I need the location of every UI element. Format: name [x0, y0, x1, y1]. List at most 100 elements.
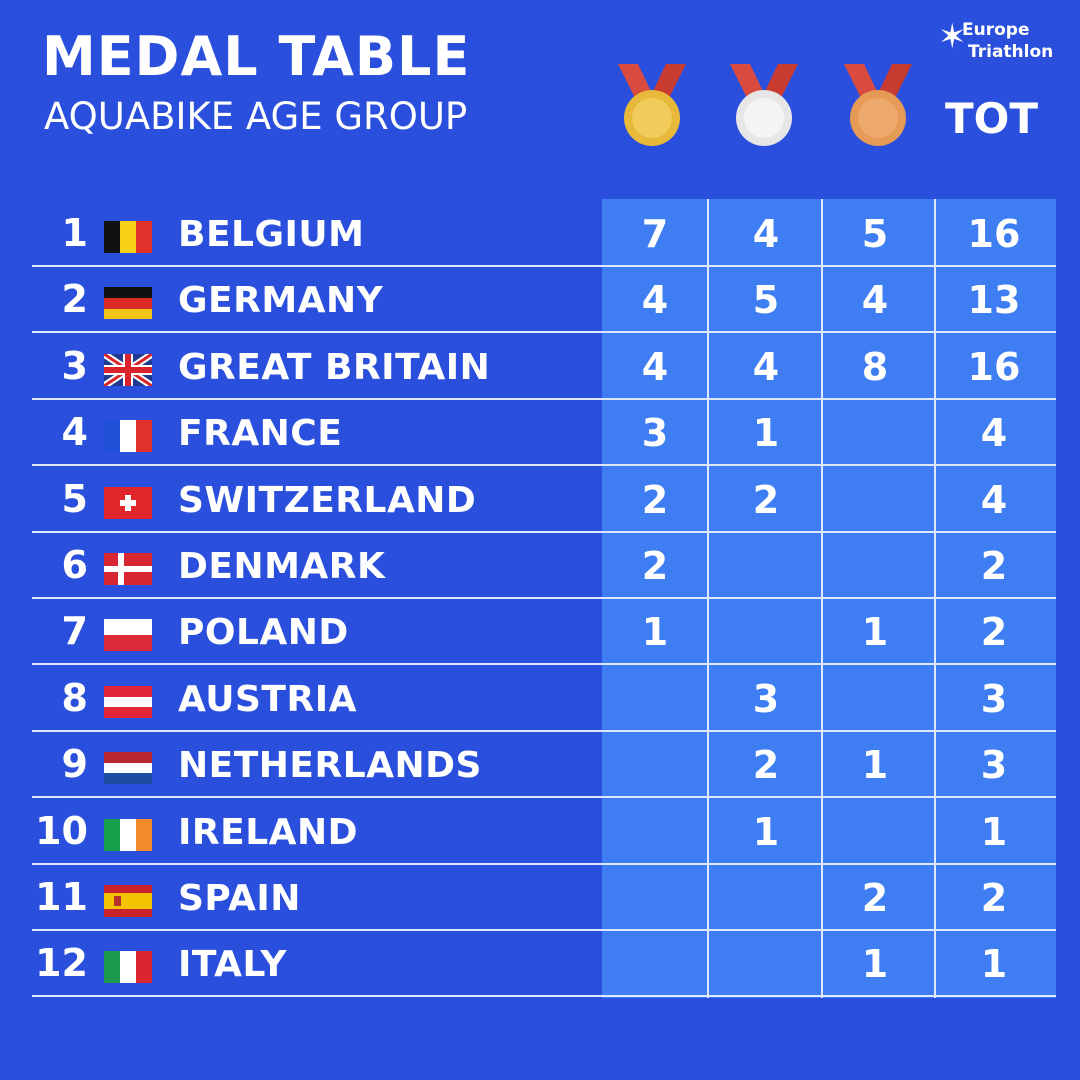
row-divider	[32, 929, 1056, 931]
page-subtitle: AQUABIKE AGE GROUP	[44, 95, 468, 138]
row-divider	[32, 663, 1056, 666]
country-name: POLAND	[178, 612, 349, 654]
silver-count: 2	[752, 477, 780, 522]
silver-count: 2	[752, 743, 780, 788]
total-count: 2	[980, 544, 1008, 588]
rank-number: 12	[35, 941, 88, 986]
rank-number: 9	[61, 742, 88, 787]
europe-triathlon-logo: ✶ Europe Triathlon	[938, 18, 1063, 70]
bronze-count: 8	[861, 344, 889, 389]
total-count: 16	[967, 212, 1021, 256]
table-row: 5 SWITZERLAND 2 2 4	[32, 467, 1056, 533]
silver-count: 5	[752, 278, 780, 323]
row-divider	[32, 729, 1056, 732]
row-divider	[32, 397, 1056, 400]
table-row: 8 AUSTRIA 3 3	[32, 666, 1056, 732]
bronze-count: 2	[861, 876, 889, 920]
table-row: 10 IRELAND 1 1	[32, 799, 1056, 865]
total-count: 1	[980, 809, 1008, 854]
row-divider	[32, 597, 1056, 599]
great-britain-flag-icon	[104, 353, 152, 386]
country-name: SPAIN	[178, 878, 301, 919]
table-row: 9 NETHERLANDS 2 1 3	[32, 732, 1056, 799]
gold-count: 4	[641, 344, 669, 389]
country-name: DENMARK	[178, 546, 386, 587]
row-divider	[32, 331, 1056, 334]
country-name: AUSTRIA	[178, 678, 357, 720]
total-count: 4	[980, 411, 1008, 456]
country-name: FRANCE	[178, 413, 343, 455]
denmark-flag-icon	[104, 553, 152, 585]
rank-number: 1	[61, 211, 88, 255]
logo-text-line2: Triathlon	[968, 42, 1054, 62]
total-count: 3	[980, 743, 1008, 788]
total-count: 1	[980, 942, 1008, 987]
gold-count: 4	[641, 278, 669, 323]
ireland-flag-icon	[104, 818, 152, 851]
poland-flag-icon	[104, 619, 152, 652]
silver-count: 4	[752, 212, 780, 256]
bronze-count: 5	[861, 212, 889, 256]
france-flag-icon	[104, 420, 152, 453]
table-row: 2 GERMANY 4 5 4 13	[32, 267, 1056, 334]
country-name: BELGIUM	[178, 214, 365, 255]
table-row: 4 FRANCE 3 1 4	[32, 400, 1056, 467]
column-divider	[934, 199, 936, 998]
netherlands-flag-icon	[104, 752, 152, 785]
row-divider	[32, 796, 1056, 799]
bronze-count: 1	[861, 942, 889, 987]
austria-flag-icon	[104, 685, 152, 718]
rank-number: 4	[61, 410, 88, 455]
country-name: ITALY	[178, 944, 287, 986]
column-divider	[821, 199, 823, 998]
page-title: MEDAL TABLE	[42, 25, 471, 88]
table-row: 1 BELGIUM 7 4 5 16	[32, 201, 1056, 267]
bronze-count: 4	[861, 278, 889, 323]
silver-count: 4	[752, 344, 780, 389]
row-divider	[32, 265, 1056, 267]
total-count: 4	[980, 477, 1008, 522]
gold-medal-icon	[612, 62, 692, 148]
total-count: 16	[967, 344, 1021, 389]
total-count: 13	[967, 278, 1021, 323]
gold-count: 2	[641, 477, 669, 522]
row-divider	[32, 862, 1056, 865]
country-name: GREAT BRITAIN	[178, 346, 491, 388]
country-name: SWITZERLAND	[178, 479, 477, 521]
rank-number: 7	[61, 609, 88, 654]
country-name: NETHERLANDS	[178, 745, 482, 787]
total-count: 3	[980, 676, 1008, 721]
country-name: GERMANY	[178, 280, 384, 322]
rank-number: 5	[61, 476, 88, 521]
spain-flag-icon	[104, 885, 152, 917]
row-divider	[32, 464, 1056, 467]
column-divider	[707, 199, 709, 998]
silver-medal-icon	[724, 62, 804, 148]
table-row: 12 ITALY 1 1	[32, 931, 1056, 998]
bronze-count: 1	[861, 743, 889, 788]
rank-number: 6	[61, 543, 88, 587]
table-row: 11 SPAIN 2 2	[32, 865, 1056, 931]
silver-count: 1	[752, 809, 780, 854]
country-name: IRELAND	[178, 811, 359, 853]
rank-number: 3	[61, 343, 88, 388]
rank-number: 2	[61, 277, 88, 322]
gold-count: 3	[641, 411, 669, 456]
silver-count: 1	[752, 411, 780, 456]
germany-flag-icon	[104, 287, 152, 320]
star-icon: ✶	[938, 17, 967, 57]
logo-text-line1: Europe	[962, 20, 1030, 40]
italy-flag-icon	[104, 951, 152, 984]
bronze-medal-icon	[838, 62, 918, 148]
rank-number: 8	[61, 675, 88, 720]
switzerland-flag-icon	[104, 486, 152, 519]
table-row: 7 POLAND 1 1 2	[32, 599, 1056, 666]
total-count: 2	[980, 610, 1008, 655]
total-column-header: TOT	[945, 94, 1039, 143]
row-divider	[32, 995, 1056, 998]
rank-number: 11	[35, 875, 88, 919]
belgium-flag-icon	[104, 221, 152, 253]
rank-number: 10	[35, 808, 88, 853]
row-divider	[32, 530, 1056, 533]
gold-count: 2	[641, 544, 669, 588]
